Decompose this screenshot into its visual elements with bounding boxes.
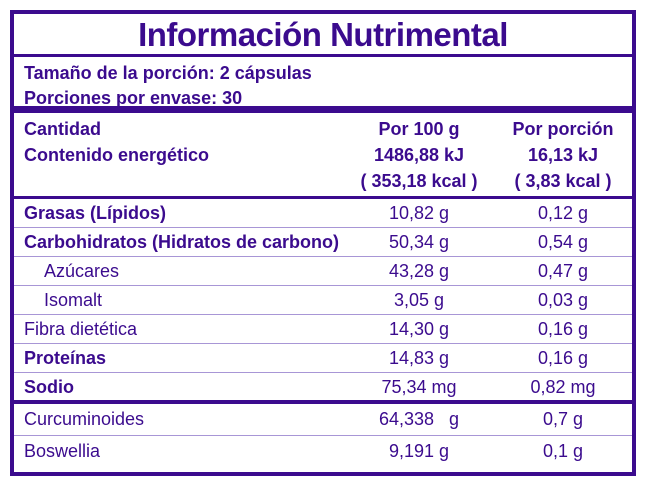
value-per-100g: 43,28 g bbox=[388, 261, 450, 281]
servings-per-container: Porciones por envase: 30 bbox=[24, 88, 243, 108]
nutrient-label: Isomalt bbox=[44, 290, 103, 310]
nutrient-label: Boswellia bbox=[24, 441, 101, 461]
value-per-serving: 0,12 g bbox=[537, 203, 589, 223]
header-col-quantity: Cantidad Contenido energético bbox=[14, 113, 344, 196]
table-row: Fibra dietética 14,30 g 0,16 g bbox=[14, 315, 632, 344]
table-row: Proteínas 14,83 g 0,16 g bbox=[14, 344, 632, 373]
table-row: Isomalt 3,05 g 0,03 g bbox=[14, 286, 632, 315]
nutrient-label: Grasas (Lípidos) bbox=[24, 203, 167, 223]
table-row: Grasas (Lípidos) 10,82 g 0,12 g bbox=[14, 199, 632, 228]
serving-size: Tamaño de la porción: 2 cápsulas bbox=[24, 63, 312, 83]
value-per-100g: 14,30 g bbox=[388, 319, 450, 339]
table-row: Azúcares 43,28 g 0,47 g bbox=[14, 257, 632, 286]
header-label: Por porción bbox=[512, 119, 614, 139]
energy-label: Contenido energético bbox=[24, 145, 210, 165]
nutrition-facts-panel: Información Nutrimental Tamaño de la por… bbox=[10, 10, 636, 476]
table-row: Boswellia 9,191 g 0,1 g bbox=[14, 436, 632, 467]
header-label: Cantidad bbox=[24, 119, 102, 139]
value-per-100g: 10,82 g bbox=[388, 203, 450, 223]
value-per-serving: 0,1 g bbox=[542, 441, 584, 461]
nutrient-label: Sodio bbox=[24, 377, 74, 397]
value-per-serving: 0,82 mg bbox=[530, 377, 596, 397]
table-row: Carbohidratos (Hidratos de carbono) 50,34… bbox=[14, 228, 632, 257]
header-col-per100: Por 100 g 1486,88 kJ ( 353,18 kcal ) bbox=[344, 113, 494, 196]
table-row: Curcuminoides 64,338 g 0,7 g bbox=[14, 404, 632, 436]
header-col-per-serving: Por porción 16,13 kJ ( 3,83 kcal ) bbox=[494, 113, 632, 196]
value-per-serving: 0,54 g bbox=[537, 232, 589, 252]
nutrient-label: Curcuminoides bbox=[24, 409, 145, 429]
energy-kj: 16,13 kJ bbox=[527, 145, 599, 165]
energy-kcal: ( 3,83 kcal ) bbox=[514, 171, 612, 191]
nutrient-label: Fibra dietética bbox=[24, 319, 138, 339]
value-per-serving: 0,16 g bbox=[537, 348, 589, 368]
nutrient-rows: Grasas (Lípidos) 10,82 g 0,12 g Carbohidrat… bbox=[14, 199, 632, 467]
header-label: Por 100 g bbox=[378, 119, 460, 139]
value-per-serving: 0,16 g bbox=[537, 319, 589, 339]
value-per-100g: 50,34 g bbox=[388, 232, 450, 252]
serving-info: Tamaño de la porción: 2 cápsulas Porcion… bbox=[14, 57, 632, 113]
energy-kj: 1486,88 kJ bbox=[373, 145, 465, 165]
panel-title: Información Nutrimental bbox=[14, 14, 632, 57]
value-per-100g: 64,338 g bbox=[378, 409, 460, 429]
table-row: Sodio 75,34 mg 0,82 mg bbox=[14, 373, 632, 404]
value-per-100g: 14,83 g bbox=[388, 348, 450, 368]
value-per-100g: 9,191 g bbox=[388, 441, 450, 461]
nutrient-label: Carbohidratos (Hidratos de carbono) bbox=[24, 232, 340, 252]
value-per-100g: 3,05 g bbox=[393, 290, 445, 310]
value-per-serving: 0,7 g bbox=[542, 409, 584, 429]
value-per-serving: 0,47 g bbox=[537, 261, 589, 281]
energy-kcal: ( 353,18 kcal ) bbox=[360, 171, 478, 191]
nutrient-label: Proteínas bbox=[24, 348, 107, 368]
value-per-100g: 75,34 mg bbox=[381, 377, 457, 397]
nutrient-label: Azúcares bbox=[44, 261, 120, 281]
table-header: Cantidad Contenido energético Por 100 g … bbox=[14, 113, 632, 199]
value-per-serving: 0,03 g bbox=[537, 290, 589, 310]
